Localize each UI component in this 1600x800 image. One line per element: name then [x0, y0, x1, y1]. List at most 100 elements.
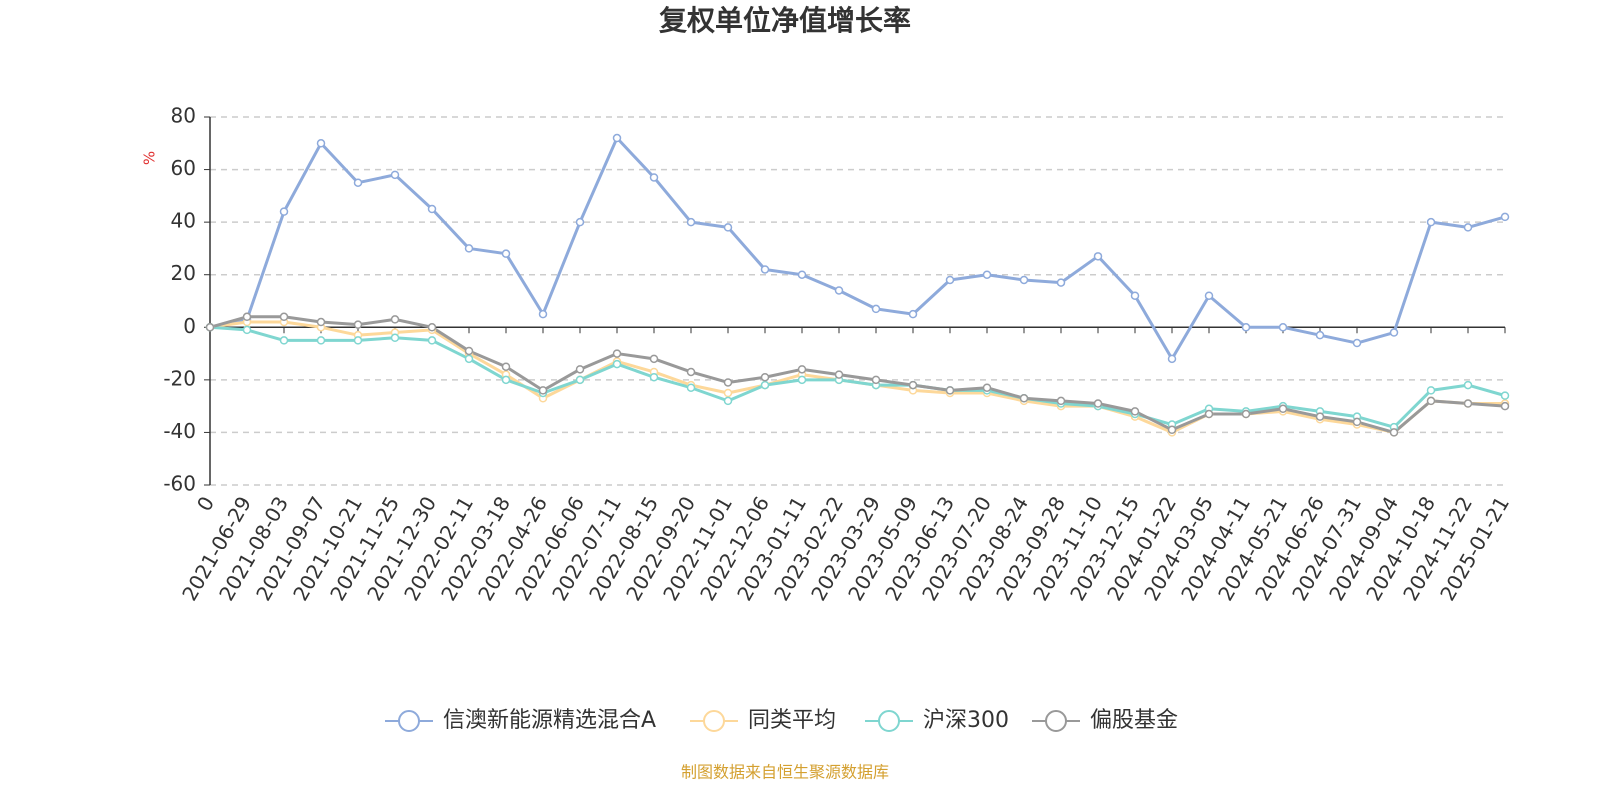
legend-marker	[398, 710, 420, 732]
data-point	[242, 325, 252, 335]
data-point	[760, 372, 770, 382]
series-line	[209, 136, 1506, 361]
data-point	[1352, 338, 1362, 348]
data-point	[1056, 396, 1066, 406]
data-point	[501, 249, 511, 258]
data-point	[1389, 428, 1399, 437]
data-point	[723, 378, 733, 387]
data-point	[427, 323, 437, 332]
legend-label: 同类平均	[748, 708, 836, 733]
y-tick-label: 0	[183, 314, 196, 338]
x-tick-label: 0	[192, 492, 219, 515]
data-point	[538, 309, 548, 319]
y-tick-label: 60	[171, 156, 196, 180]
data-point	[1204, 291, 1214, 300]
y-tick-label: -40	[163, 419, 196, 443]
legend-label: 沪深300	[923, 708, 1009, 733]
data-point	[1093, 399, 1103, 408]
chart-title: 复权单位净值增长率	[659, 4, 911, 37]
data-point	[316, 336, 326, 345]
data-point	[1204, 409, 1214, 419]
data-point	[797, 365, 807, 374]
data-point	[279, 312, 289, 322]
data-point	[1426, 386, 1436, 395]
data-point	[390, 333, 400, 343]
data-point	[797, 270, 807, 279]
y-tick-label: 80	[171, 104, 196, 128]
y-tick-label: -60	[163, 472, 196, 496]
series-line	[209, 325, 1506, 429]
data-point	[1278, 404, 1288, 414]
data-point	[686, 383, 696, 392]
y-axis-label: %	[141, 151, 159, 165]
data-point	[1389, 328, 1399, 337]
data-point	[723, 223, 733, 232]
data-point	[575, 217, 585, 227]
data-point	[279, 207, 289, 216]
data-point	[464, 354, 474, 364]
data-point	[871, 375, 881, 385]
data-point	[908, 309, 918, 319]
data-point	[575, 365, 585, 374]
data-point	[612, 133, 622, 143]
y-tick-label: 40	[171, 209, 196, 233]
data-point	[427, 204, 437, 214]
series-line	[209, 315, 1506, 434]
data-point	[279, 336, 289, 345]
data-point	[834, 370, 844, 379]
legend-marker	[1045, 710, 1067, 732]
legend-label: 信澳新能源精选混合A	[443, 708, 656, 733]
legend-marker	[878, 710, 900, 732]
data-point	[1093, 252, 1103, 261]
data-point	[834, 286, 844, 295]
data-point	[982, 383, 992, 392]
y-tick-label: -20	[163, 366, 196, 390]
data-point	[1019, 394, 1029, 403]
legend-marker	[703, 710, 725, 732]
data-point	[316, 139, 326, 148]
data-point	[1241, 323, 1251, 332]
data-point	[908, 380, 918, 390]
y-tick-label: 20	[171, 261, 196, 285]
data-point	[390, 315, 400, 324]
data-point	[316, 317, 326, 327]
data-point	[1463, 223, 1473, 232]
data-point	[1426, 396, 1436, 406]
data-point	[353, 320, 363, 329]
data-point	[464, 346, 474, 356]
data-point	[575, 375, 585, 385]
data-point	[612, 349, 622, 358]
data-point	[723, 388, 733, 398]
data-point	[797, 375, 807, 385]
data-point	[353, 178, 363, 187]
data-point	[1241, 409, 1251, 419]
data-point	[1056, 278, 1066, 287]
data-point	[1463, 380, 1473, 390]
data-point	[871, 304, 881, 314]
data-point	[1463, 399, 1473, 408]
data-point	[1167, 354, 1177, 364]
data-point	[1426, 217, 1436, 227]
data-point	[353, 336, 363, 345]
data-point	[760, 265, 770, 274]
data-point	[1315, 412, 1325, 421]
legend-label: 偏股基金	[1090, 708, 1178, 733]
data-point	[1130, 407, 1140, 416]
data-point	[1500, 391, 1510, 400]
data-point	[464, 244, 474, 253]
data-point	[1167, 425, 1177, 435]
data-point	[427, 336, 437, 345]
data-point	[501, 375, 511, 385]
data-point	[649, 173, 659, 182]
data-point	[760, 380, 770, 390]
data-point	[1352, 417, 1362, 427]
data-point	[1019, 275, 1029, 285]
data-point	[945, 386, 955, 395]
data-point	[982, 270, 992, 279]
data-point	[649, 372, 659, 382]
data-point	[1500, 212, 1510, 222]
data-point	[390, 170, 400, 180]
source-note: 制图数据来自恒生聚源数据库	[681, 763, 889, 782]
data-point	[723, 396, 733, 406]
